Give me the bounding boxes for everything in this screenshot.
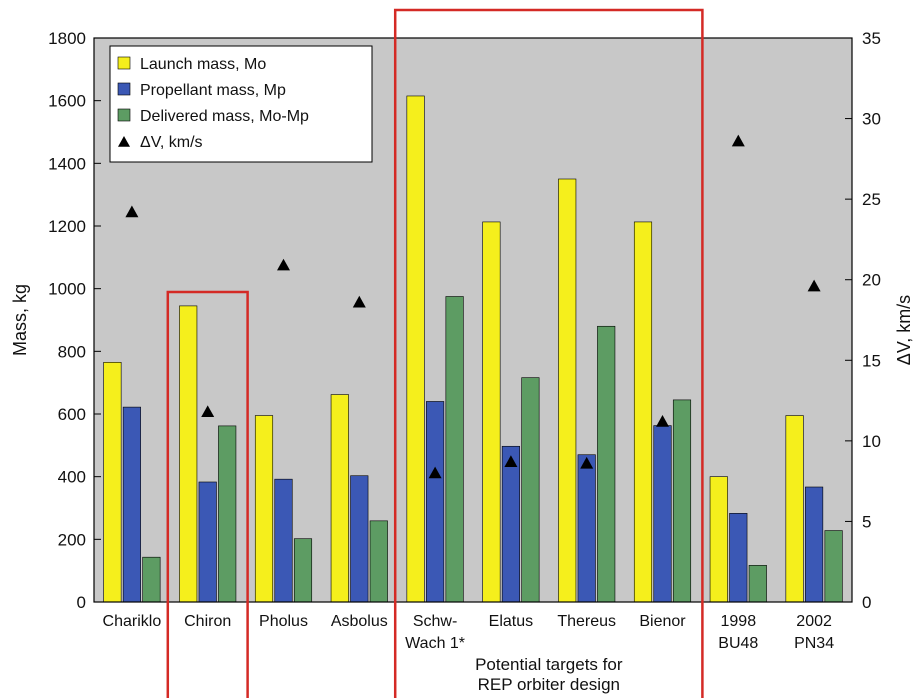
legend-swatch-1	[117, 82, 131, 96]
legend-label-1: Propellant mass, Mp	[140, 82, 286, 99]
bar-launch-4	[406, 95, 425, 603]
bar-propellant-1	[198, 481, 217, 603]
highlight-box-1	[393, 8, 704, 698]
bar-propellant-0	[122, 406, 141, 603]
y2-tick-label-1: 5	[862, 512, 871, 531]
x-category-label-2: Pholus	[259, 613, 308, 630]
y2-tick-label-5: 25	[862, 190, 881, 209]
deltav-marker-3	[352, 295, 366, 308]
x-category-label-9-line2: PN34	[794, 635, 834, 652]
legend-box	[109, 45, 373, 163]
bar-launch-2	[254, 415, 274, 603]
highlight-annotation-line-1: REP orbiter design	[478, 675, 620, 694]
x-category-label-9: 2002	[796, 613, 832, 630]
bar-launch-9	[785, 415, 804, 603]
y-tick-label-6: 1200	[48, 217, 86, 236]
bar-propellant-6	[577, 454, 596, 603]
y-axis-label: Mass, kg	[10, 284, 30, 356]
bar-launch-0	[103, 361, 122, 603]
bar-delivered-7	[672, 399, 692, 603]
y-tick-label-4: 800	[58, 342, 86, 361]
bar-delivered-5	[521, 377, 540, 603]
x-category-label-6: Thereus	[557, 613, 616, 630]
bar-propellant-7	[653, 425, 672, 603]
legend-swatch-2	[117, 108, 131, 122]
x-category-label-7: Bienor	[639, 613, 686, 630]
deltav-marker-6	[580, 456, 594, 469]
legend-label-0: Launch mass, Mo	[140, 56, 266, 73]
bar-delivered-8	[748, 565, 767, 603]
plot-frame	[93, 37, 853, 603]
legend: Launch mass, Mo Propellant mass, Mp Delive…	[109, 45, 373, 163]
deltav-marker-1	[201, 405, 215, 418]
bar-launch-6	[558, 178, 577, 603]
y2-tick-label-0: 0	[862, 593, 871, 612]
deltav-marker-0	[125, 205, 139, 218]
y-tick-label-3: 600	[58, 405, 86, 424]
deltav-marker-5	[504, 455, 518, 468]
y2-tick-label-3: 15	[862, 351, 881, 370]
x-category-label-8-line2: BU48	[718, 635, 758, 652]
bar-launch-5	[482, 221, 501, 603]
bar-propellant-8	[729, 513, 748, 603]
bar-propellant-9	[805, 486, 824, 603]
bar-delivered-9	[824, 530, 843, 603]
y-tick-label-7: 1400	[48, 154, 86, 173]
bar-propellant-3	[350, 475, 369, 603]
y-tick-label-9: 1800	[48, 29, 86, 48]
highlight-box-0	[166, 290, 249, 698]
y-tick-label-5: 1000	[48, 280, 86, 299]
deltav-marker-2	[277, 258, 290, 271]
x-category-label-0: Chariklo	[103, 613, 162, 630]
y-tick-label-8: 1600	[48, 92, 86, 111]
bar-propellant-4	[426, 401, 445, 603]
y2-axis-label: ΔV, km/s	[894, 295, 914, 365]
x-category-label-1: Chiron	[184, 613, 231, 630]
bar-delivered-1	[218, 425, 237, 603]
bar-launch-8	[709, 476, 728, 603]
x-category-label-4-line2: Wach 1*	[405, 635, 465, 652]
deltav-marker-4	[428, 466, 442, 479]
bar-propellant-2	[274, 478, 293, 603]
legend-label-deltav: ΔV, km/s	[140, 134, 203, 151]
deltav-marker-7	[656, 415, 669, 427]
bar-launch-7	[633, 221, 653, 603]
legend-label-2: Delivered mass, Mo-Mp	[140, 108, 309, 125]
x-category-label-5: Elatus	[489, 613, 533, 630]
legend-marker-deltav	[118, 136, 130, 147]
bar-delivered-0	[142, 556, 161, 603]
y2-tick-label-2: 10	[862, 432, 881, 451]
deltav-marker-9	[807, 279, 821, 292]
y-tick-label-1: 200	[58, 530, 86, 549]
bar-delivered-3	[369, 520, 388, 603]
y-tick-label-2: 400	[58, 468, 86, 487]
y2-tick-label-4: 20	[862, 271, 881, 290]
bar-delivered-2	[293, 538, 313, 603]
y-tick-label-0: 0	[77, 593, 86, 612]
bar-propellant-5	[501, 445, 520, 603]
y2-tick-label-6: 30	[862, 110, 881, 129]
legend-swatch-0	[117, 56, 131, 70]
y2-tick-label-7: 35	[862, 29, 881, 48]
x-category-label-3: Asbolus	[331, 613, 388, 630]
highlight-annotation-line-0: Potential targets for	[475, 655, 623, 674]
bar-delivered-6	[597, 325, 616, 603]
x-category-label-8: 1998	[721, 613, 757, 630]
deltav-marker-8	[731, 134, 745, 147]
bar-launch-1	[179, 305, 198, 603]
bar-delivered-4	[445, 296, 464, 603]
bar-launch-3	[330, 394, 349, 603]
x-category-label-4: Schw-	[413, 613, 457, 630]
